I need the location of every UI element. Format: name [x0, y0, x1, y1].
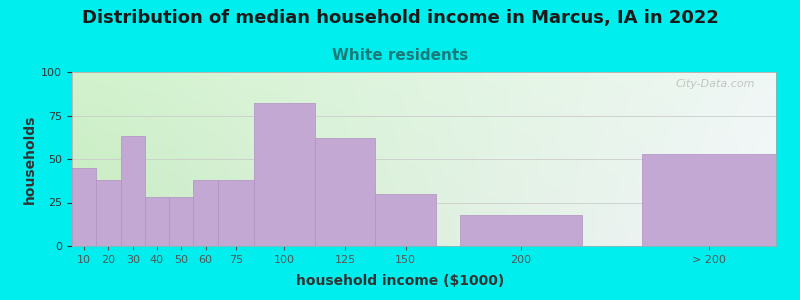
- Bar: [145, 197, 169, 246]
- Bar: [169, 197, 194, 246]
- Bar: [461, 215, 582, 246]
- Bar: [375, 194, 436, 246]
- Bar: [642, 154, 776, 246]
- Text: White residents: White residents: [332, 48, 468, 63]
- Bar: [96, 180, 121, 246]
- Bar: [314, 138, 375, 246]
- Bar: [121, 136, 145, 246]
- Bar: [72, 168, 96, 246]
- Bar: [254, 103, 314, 246]
- Text: City-Data.com: City-Data.com: [675, 79, 755, 89]
- Text: household income ($1000): household income ($1000): [296, 274, 504, 288]
- Y-axis label: households: households: [23, 114, 37, 204]
- Text: Distribution of median household income in Marcus, IA in 2022: Distribution of median household income …: [82, 9, 718, 27]
- Bar: [218, 180, 254, 246]
- Bar: [194, 180, 218, 246]
